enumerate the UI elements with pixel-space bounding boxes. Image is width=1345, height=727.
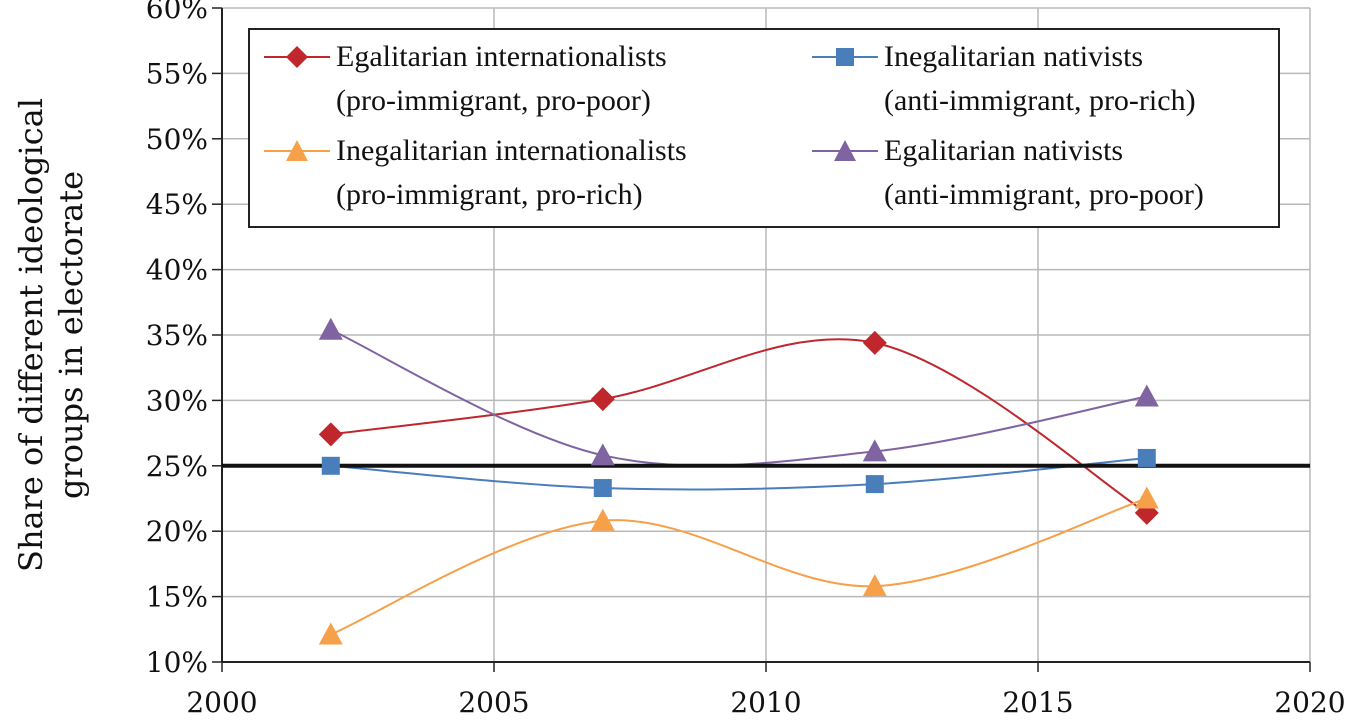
x-tick-label: 2000 (186, 686, 257, 719)
legend: Egalitarian internationalists (pro-immig… (248, 28, 1280, 228)
triangle-marker (834, 140, 856, 161)
triangle-marker (862, 439, 887, 462)
legend-label-line-1: Egalitarian nativists (884, 134, 1124, 167)
triangle-marker (318, 622, 343, 645)
y-tick-label: 40% (146, 254, 208, 287)
y-tick-label: 60% (146, 0, 208, 25)
square-marker (1137, 448, 1156, 467)
legend-label-line-2: (pro-immigrant, pro-rich) (336, 178, 643, 211)
x-tick-label: 2005 (458, 686, 529, 719)
y-tick-label: 55% (146, 57, 208, 90)
triangle-marker (1134, 486, 1159, 509)
square-marker (321, 456, 340, 475)
y-tick-label: 15% (146, 581, 208, 614)
legend-swatch-triangle (812, 140, 878, 161)
diamond-marker (286, 46, 308, 68)
series-layer (222, 317, 1310, 645)
series-line-2 (330, 497, 1148, 636)
y-tick-label: 35% (146, 319, 208, 352)
legend-swatch-triangle (264, 140, 330, 161)
legend-label-line-1: Egalitarian internationalists (336, 40, 667, 73)
legend-label-line-1: Inegalitarian internationalists (336, 134, 687, 167)
series-line-1 (330, 456, 1147, 491)
square-marker (865, 475, 884, 494)
triangle-marker (1134, 384, 1159, 407)
diamond-marker (590, 387, 615, 412)
legend-label-line-2: (anti-immigrant, pro-poor) (884, 178, 1204, 211)
diamond-marker (862, 330, 887, 355)
y-tick-label: 25% (146, 450, 208, 483)
legend-label-line-2: (anti-immigrant, pro-rich) (884, 84, 1196, 117)
triangle-marker (318, 317, 343, 340)
axis-layer: 10% 15% 20% 25% 30% 35% 40% 45% 50% 55% 60% 2000 200… (146, 0, 1345, 719)
triangle-marker (590, 443, 615, 466)
y-tick-label: 30% (146, 384, 208, 417)
series-line-3 (330, 328, 1147, 467)
triangle-marker (590, 508, 615, 531)
diamond-marker (318, 422, 343, 447)
y-tick-label: 20% (146, 515, 208, 548)
y-axis-label-line-2: groups in electorate (52, 171, 90, 499)
x-tick-label: 2010 (730, 686, 801, 719)
y-tick-label: 10% (146, 646, 208, 679)
x-tick-label: 2015 (1002, 686, 1073, 719)
legend-swatch-square (812, 48, 878, 66)
legend-label-line-2: (pro-immigrant, pro-poor) (336, 84, 651, 117)
y-tick-label: 45% (146, 188, 208, 221)
legend-swatch-diamond (264, 46, 330, 68)
square-marker (836, 48, 854, 66)
legend-label-line-1: Inegalitarian nativists (884, 40, 1144, 73)
series-line-0 (330, 338, 1148, 514)
triangle-marker (862, 574, 887, 597)
label-layer: Share of different ideological groups in… (12, 98, 90, 572)
square-marker (593, 479, 612, 498)
y-axis-label-line-1: Share of different ideological (12, 98, 50, 572)
triangle-marker (286, 140, 308, 161)
x-tick-label: 2020 (1274, 686, 1345, 719)
y-tick-label: 50% (146, 123, 208, 156)
